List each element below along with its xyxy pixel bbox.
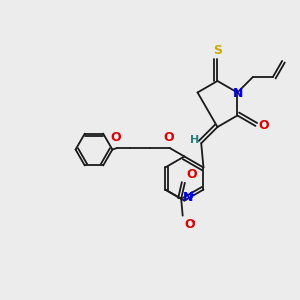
Text: H: H xyxy=(190,135,199,145)
Text: N: N xyxy=(233,87,244,100)
Text: +: + xyxy=(188,190,196,200)
Text: O: O xyxy=(163,131,173,144)
Text: -: - xyxy=(190,217,195,227)
Text: O: O xyxy=(186,168,197,181)
Text: O: O xyxy=(184,218,195,231)
Text: O: O xyxy=(258,119,268,132)
Text: S: S xyxy=(213,44,222,57)
Text: O: O xyxy=(111,131,122,144)
Text: N: N xyxy=(183,191,193,204)
